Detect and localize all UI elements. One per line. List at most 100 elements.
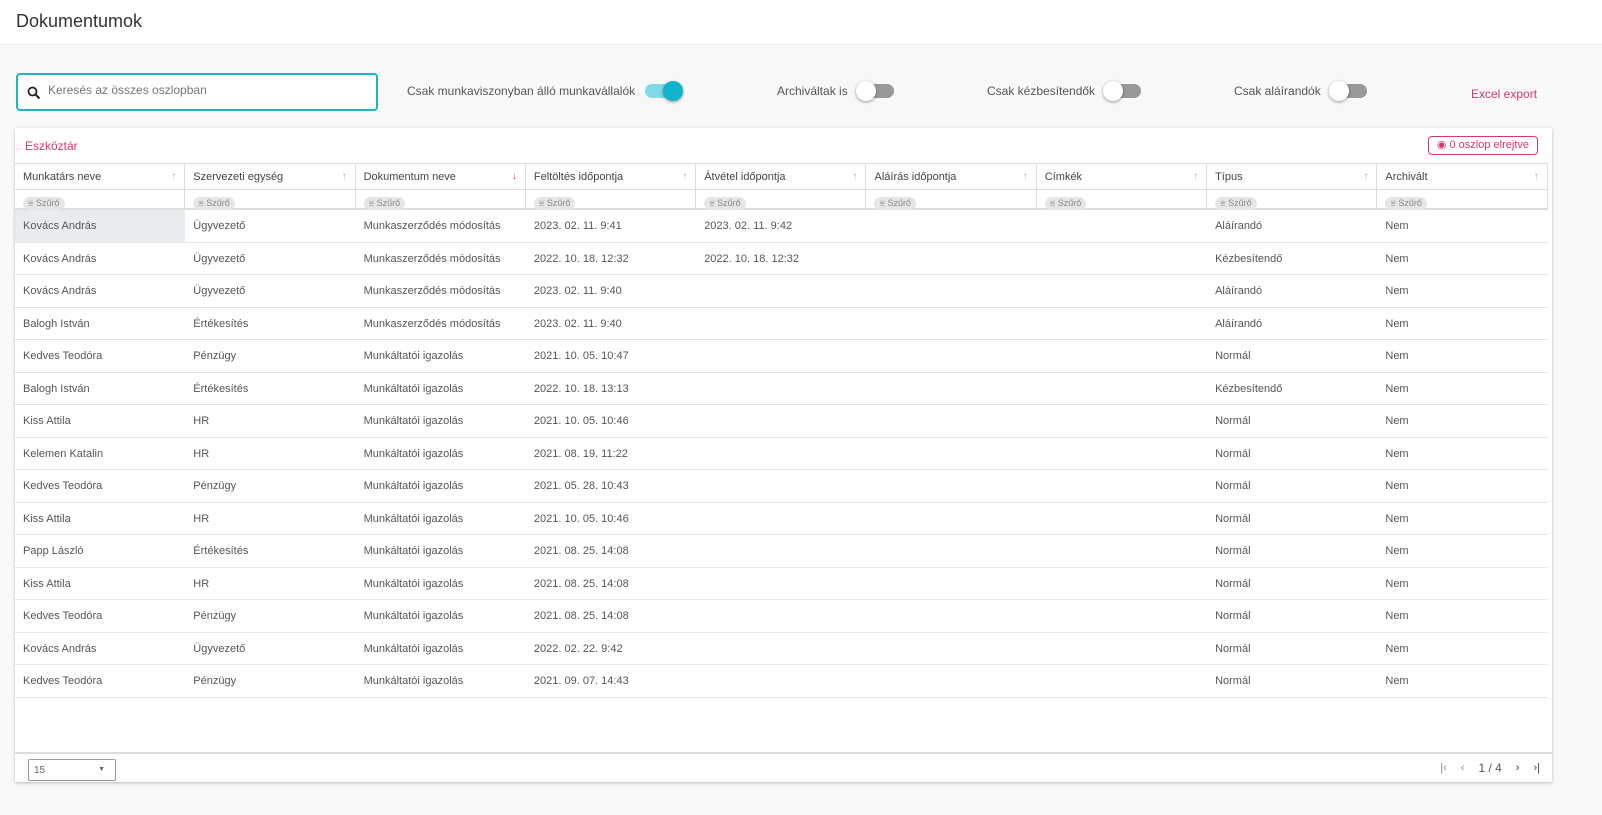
table-cell	[1037, 535, 1207, 567]
sort-asc-icon[interactable]: ↑	[1363, 171, 1369, 182]
toggle-active-employees[interactable]: Csak munkaviszonyban álló munkavállalók	[407, 81, 684, 101]
filter-button[interactable]: ⩸ Szűrő	[874, 197, 916, 210]
next-page-icon[interactable]: ›	[1515, 762, 1520, 774]
table-cell	[1037, 308, 1207, 340]
filter-button[interactable]: ⩸ Szűrő	[1044, 197, 1087, 210]
toggle-switch[interactable]	[1328, 81, 1367, 101]
column-header[interactable]: Munkatárs neve ↑	[15, 164, 186, 189]
filter-button[interactable]: ⩸ Szűrő	[363, 197, 406, 210]
table-cell	[866, 665, 1036, 697]
table-row[interactable]: Kedves Teodóra Pénzügy Munkáltatói igazolá…	[15, 600, 1548, 633]
table-cell	[696, 535, 866, 567]
table-cell: Kedves Teodóra	[23, 675, 103, 687]
page-size-select[interactable]: 15 ▼	[28, 759, 116, 781]
sort-asc-icon[interactable]: ↑	[1533, 171, 1539, 182]
toggle-deliverable[interactable]: Csak kézbesítendők	[987, 81, 1142, 101]
table-cell: 2023. 02. 11. 9:42	[704, 220, 793, 232]
header-row: Munkatárs neve ↑ Szervezeti egység ↑ Dokumen…	[15, 163, 1548, 190]
table-cell	[1037, 373, 1207, 405]
column-header-label: Munkatárs neve	[23, 171, 102, 183]
table-cell	[866, 600, 1036, 632]
table-cell: Kiss Attila	[23, 577, 71, 590]
first-page-icon[interactable]: |‹	[1440, 762, 1447, 774]
filter-label: Szűrő	[376, 198, 401, 208]
table-cell	[866, 243, 1036, 275]
table-cell	[1037, 633, 1207, 665]
sort-asc-icon[interactable]: ↑	[1022, 171, 1028, 182]
table-row[interactable]: Kedves Teodóra Pénzügy Munkáltatói igazolá…	[15, 340, 1548, 373]
toggle-to-sign[interactable]: Csak aláírandók	[1234, 81, 1367, 101]
filter-button[interactable]: ⩸ Szűrő	[23, 197, 65, 210]
table-row[interactable]: Kelemen Katalin HR Munkáltatói igazolás 202…	[15, 438, 1548, 470]
table-cell: Nem	[1385, 382, 1409, 395]
hidden-columns-button[interactable]: ◉ 0 oszlop elrejtve	[1427, 136, 1538, 155]
table-cell: Munkaszerződés módosítás	[363, 220, 501, 232]
table-row[interactable]: Kovács András Ügyvezető Munkaszerződés mód…	[15, 243, 1548, 275]
toggle-switch[interactable]	[645, 81, 684, 101]
column-header[interactable]: Archivált ↑	[1377, 164, 1548, 189]
table-cell: 2022. 10. 18. 13:13	[533, 382, 629, 395]
table-cell: Pénzügy	[193, 610, 237, 622]
table-cell: 2023. 02. 11. 9:40	[533, 285, 622, 297]
column-header[interactable]: Típus ↑	[1207, 164, 1378, 189]
table-cell: Nem	[1385, 675, 1409, 687]
table-row[interactable]: Papp László Értékesítés Munkáltatói igazol…	[15, 535, 1548, 568]
column-header[interactable]: Aláírás időpontja ↑	[866, 164, 1037, 189]
table-cell: Nem	[1385, 480, 1409, 492]
toolbar-label[interactable]: Eszköztár	[25, 139, 78, 153]
filter-button[interactable]: ⩸ Szűrő	[1215, 197, 1257, 210]
column-header[interactable]: Feltöltés időpontja ↑	[526, 164, 697, 189]
table-row[interactable]: Kiss Attila HR Munkáltatói igazolás 2021. 1…	[15, 405, 1548, 438]
filter-button[interactable]: ⩸ Szűrő	[533, 197, 576, 210]
table-cell: Nem	[1385, 317, 1409, 330]
table-cell	[1037, 275, 1207, 307]
filter-icon: ⩸	[1390, 198, 1399, 208]
prev-page-icon[interactable]: ‹	[1460, 762, 1465, 774]
search-box[interactable]	[16, 73, 378, 111]
toggle-switch[interactable]	[855, 81, 894, 101]
sort-desc-icon[interactable]: ↓	[511, 171, 517, 182]
table-cell: Pénzügy	[193, 675, 237, 687]
table-cell: Munkáltatói igazolás	[363, 447, 464, 460]
table-cell: Normál	[1215, 545, 1251, 557]
filter-button[interactable]: ⩸ Szűrő	[1385, 197, 1427, 210]
table-row[interactable]: Kedves Teodóra Pénzügy Munkáltatói igazolá…	[15, 665, 1548, 698]
table-cell: 2022. 02. 22. 9:42	[533, 642, 623, 655]
sort-asc-icon[interactable]: ↑	[682, 171, 688, 182]
table-cell: Kiss Attila	[23, 415, 71, 427]
filter-button[interactable]: ⩸ Szűrő	[193, 197, 235, 210]
table-row[interactable]: Kovács András Ügyvezető Munkáltatói igazol…	[15, 633, 1548, 665]
table-cell: Pénzügy	[193, 350, 237, 362]
table-cell: Kovács András	[15, 210, 186, 242]
excel-export-link[interactable]: Excel export	[1471, 87, 1538, 101]
filter-icon: ⩸	[368, 198, 377, 208]
table-cell: 2022. 10. 18. 12:32	[533, 252, 629, 265]
table-row[interactable]: Kiss Attila HR Munkáltatói igazolás 2021. 1…	[15, 503, 1548, 535]
sort-asc-icon[interactable]: ↑	[171, 171, 177, 182]
filter-label: Szűrő	[1057, 198, 1082, 208]
table-row[interactable]: Kovács András Ügyvezető Munkaszerződés mód…	[15, 275, 1548, 308]
table-cell	[866, 308, 1036, 340]
search-input[interactable]	[48, 83, 368, 97]
table-row[interactable]: Kovács András Ügyvezető Munkaszerződés mód…	[15, 210, 1548, 243]
filter-button[interactable]: ⩸ Szűrő	[704, 197, 746, 210]
table-cell: Nem	[1385, 610, 1409, 622]
table-row[interactable]: Kedves Teodóra Pénzügy Munkáltatói igazolá…	[15, 470, 1548, 503]
column-header[interactable]: Szervezeti egység ↑	[185, 164, 356, 189]
toggle-switch[interactable]	[1103, 81, 1142, 101]
sort-asc-icon[interactable]: ↑	[341, 171, 347, 182]
table-cell	[1037, 340, 1207, 372]
last-page-icon[interactable]: ›|	[1533, 762, 1540, 774]
column-header[interactable]: Címkék ↑	[1037, 164, 1208, 189]
table-row[interactable]: Balogh István Értékesítés Munkáltatói igaz…	[15, 373, 1548, 405]
toggle-archived[interactable]: Archiváltak is	[777, 81, 894, 101]
table-row[interactable]: Balogh István Értékesítés Munkaszerződés m…	[15, 308, 1548, 340]
table-cell: 2021. 08. 25. 14:08	[533, 610, 629, 622]
top-bar: Dokumentumok	[0, 0, 1602, 45]
column-header[interactable]: Dokumentum neve ↓	[356, 164, 526, 189]
column-header[interactable]: Átvétel időpontja ↑	[696, 164, 867, 189]
sort-asc-icon[interactable]: ↑	[1193, 171, 1199, 182]
toggle-label: Csak aláírandók	[1234, 84, 1321, 98]
table-row[interactable]: Kiss Attila HR Munkáltatói igazolás 2021. 0…	[15, 568, 1548, 600]
sort-asc-icon[interactable]: ↑	[852, 171, 858, 182]
